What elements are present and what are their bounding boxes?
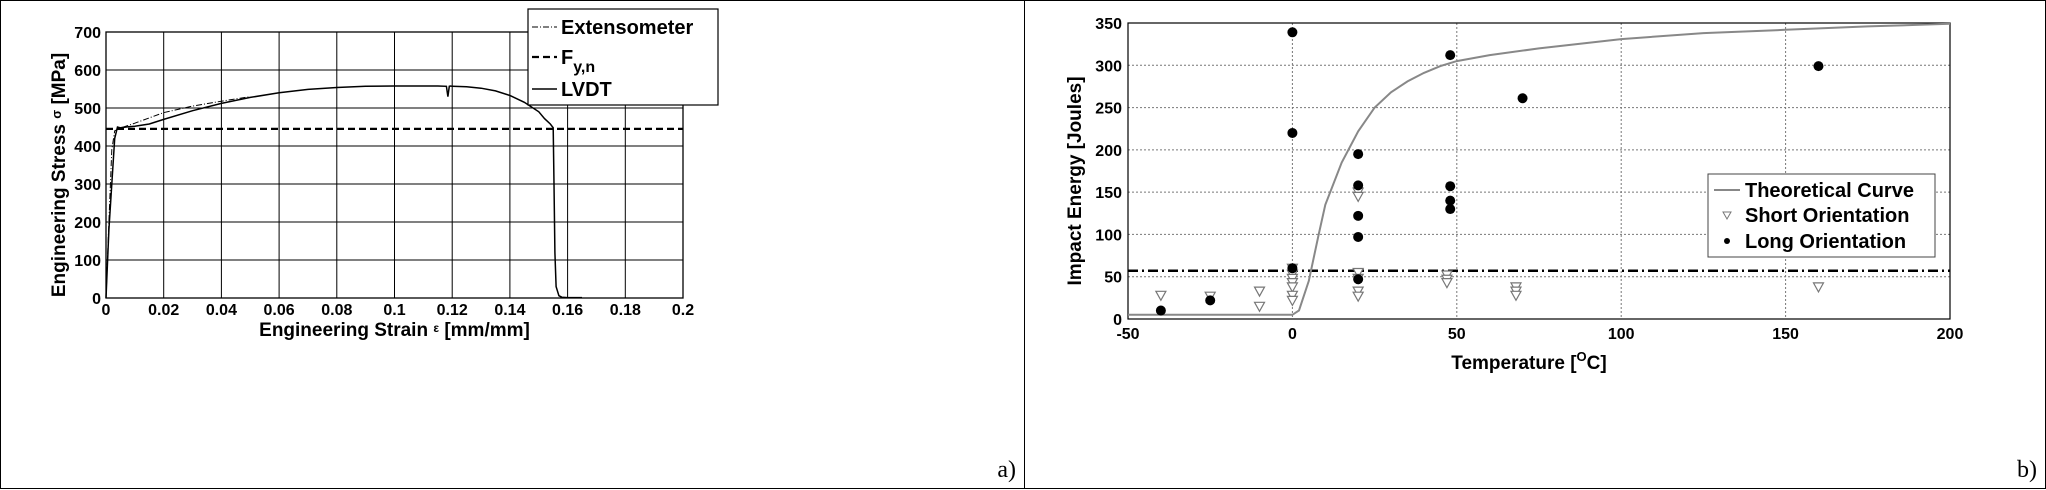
short-orientation-point (1253, 286, 1266, 298)
long-orientation-point (1155, 305, 1166, 316)
y-tick-label: 400 (74, 139, 101, 156)
legend-label: Short Orientation (1745, 205, 1909, 227)
x-tick-label: 0.18 (610, 302, 641, 319)
x-tick-label: 150 (1772, 326, 1799, 343)
x-tick-label: 0 (102, 302, 111, 319)
y-tick-label: 0 (1113, 312, 1122, 329)
long-orientation-point (1287, 263, 1298, 274)
long-orientation-point (1445, 195, 1456, 206)
y-tick-label: 100 (1095, 227, 1122, 244)
x-tick-label: 0.12 (437, 302, 468, 319)
legend-label: Theoretical Curve (1745, 180, 1914, 202)
long-orientation-point (1287, 127, 1298, 138)
legend-label: Long Orientation (1745, 231, 1906, 253)
y-tick-label: 0 (92, 291, 101, 308)
long-orientation-point (1445, 181, 1456, 192)
long-orientation-point (1353, 180, 1364, 191)
x-axis-label: Engineering Strain ε [mm/mm] (259, 320, 530, 341)
long-orientation-point (1445, 50, 1456, 61)
legend-swatch-triangle (1722, 211, 1732, 221)
long-orientation-point (1517, 93, 1528, 104)
long-orientation-point (1353, 149, 1364, 160)
long-orientation-point (1445, 204, 1456, 215)
y-tick-label: 500 (74, 101, 101, 118)
short-orientation-point (1286, 295, 1299, 307)
short-orientation-point (1812, 282, 1825, 294)
legend-swatch-circle (1724, 238, 1730, 244)
x-tick-label: 200 (1937, 326, 1964, 343)
series-lvdt (105, 85, 582, 299)
x-tick-label: 0.08 (321, 302, 352, 319)
long-orientation-point (1287, 27, 1298, 38)
y-tick-label: 200 (1095, 143, 1122, 160)
y-tick-label: 150 (1095, 185, 1122, 202)
legend: Extensometer Fy,n LVDT (527, 8, 719, 106)
legend-box (527, 8, 719, 106)
long-orientation-point (1353, 274, 1364, 285)
x-tick-label: 100 (1608, 326, 1635, 343)
plot-frame (1127, 22, 1951, 320)
short-orientation-point (1286, 282, 1299, 294)
long-orientation-point (1813, 61, 1824, 72)
short-orientation-point (1509, 290, 1523, 302)
y-tick-label: 600 (74, 63, 101, 80)
x-tick-label: 0.2 (672, 302, 694, 319)
x-tick-label: 0.04 (206, 302, 237, 319)
y-tick-label: 700 (74, 25, 101, 42)
x-tick-label: 0.14 (494, 302, 525, 319)
y-tick-label: 300 (74, 177, 101, 194)
long-orientation-point (1205, 295, 1216, 306)
panel-label-b: b) (2017, 457, 2037, 483)
x-tick-label: 0.02 (148, 302, 179, 319)
x-tick-label: 0.16 (552, 302, 583, 319)
y-tick-label: 250 (1095, 101, 1122, 118)
x-axis-label: Temperature [OC] (1451, 349, 1606, 374)
x-tick-label: 0.1 (383, 302, 405, 319)
panel-b: -50 0 50 100 150 200 0 50 100 150 200 250 300 350 Temp… (1024, 0, 2046, 489)
plot-area (1128, 23, 1950, 319)
y-axis-label: Impact Energy [Joules] (1065, 76, 1086, 285)
legend-box (1707, 173, 1936, 258)
short-orientation-point (1253, 301, 1266, 313)
y-tick-label: 100 (74, 253, 101, 270)
stress-strain-chart: 0 0.02 0.04 0.06 0.08 0.1 0.12 0.14 0.16 0.18 0.2 0… (49, 8, 719, 341)
series-theoretical-curve (1128, 22, 1951, 316)
x-tick-label: -50 (1116, 326, 1139, 343)
legend-label: LVDT (561, 79, 612, 101)
legend-label: Extensometer (561, 17, 693, 39)
legend-label: Fy,n (561, 47, 595, 76)
impact-energy-chart: -50 0 50 100 150 200050100150200250300350Temp… (1065, 16, 1964, 374)
short-orientation-point (1440, 278, 1453, 289)
panel-a: 0 0.02 0.04 0.06 0.08 0.1 0.12 0.14 0.16 0.18 0.2 0… (0, 0, 1024, 489)
x-tick-label: 0.06 (264, 302, 295, 319)
y-tick-label: 300 (1095, 58, 1122, 75)
y-tick-label: 350 (1095, 16, 1122, 33)
short-orientation-point (1352, 267, 1365, 279)
short-orientation-point (1154, 290, 1167, 302)
series-extensometer (105, 96, 251, 299)
panel-label-a: a) (997, 457, 1016, 483)
short-orientation-point (1352, 191, 1365, 203)
y-tick-label: 50 (1104, 270, 1122, 287)
plot-frame (105, 31, 684, 299)
y-tick-label: 200 (74, 215, 101, 232)
x-tick-label: 50 (1448, 326, 1466, 343)
short-orientation-point (1352, 291, 1365, 303)
long-orientation-point (1353, 231, 1364, 242)
long-orientation-point (1353, 210, 1364, 221)
legend: Theoretical Curve Short Orientation Long O… (1707, 173, 1936, 258)
x-tick-label: 0 (1288, 326, 1297, 343)
y-axis-label: Engineering Stress σ [MPa] (49, 53, 70, 297)
